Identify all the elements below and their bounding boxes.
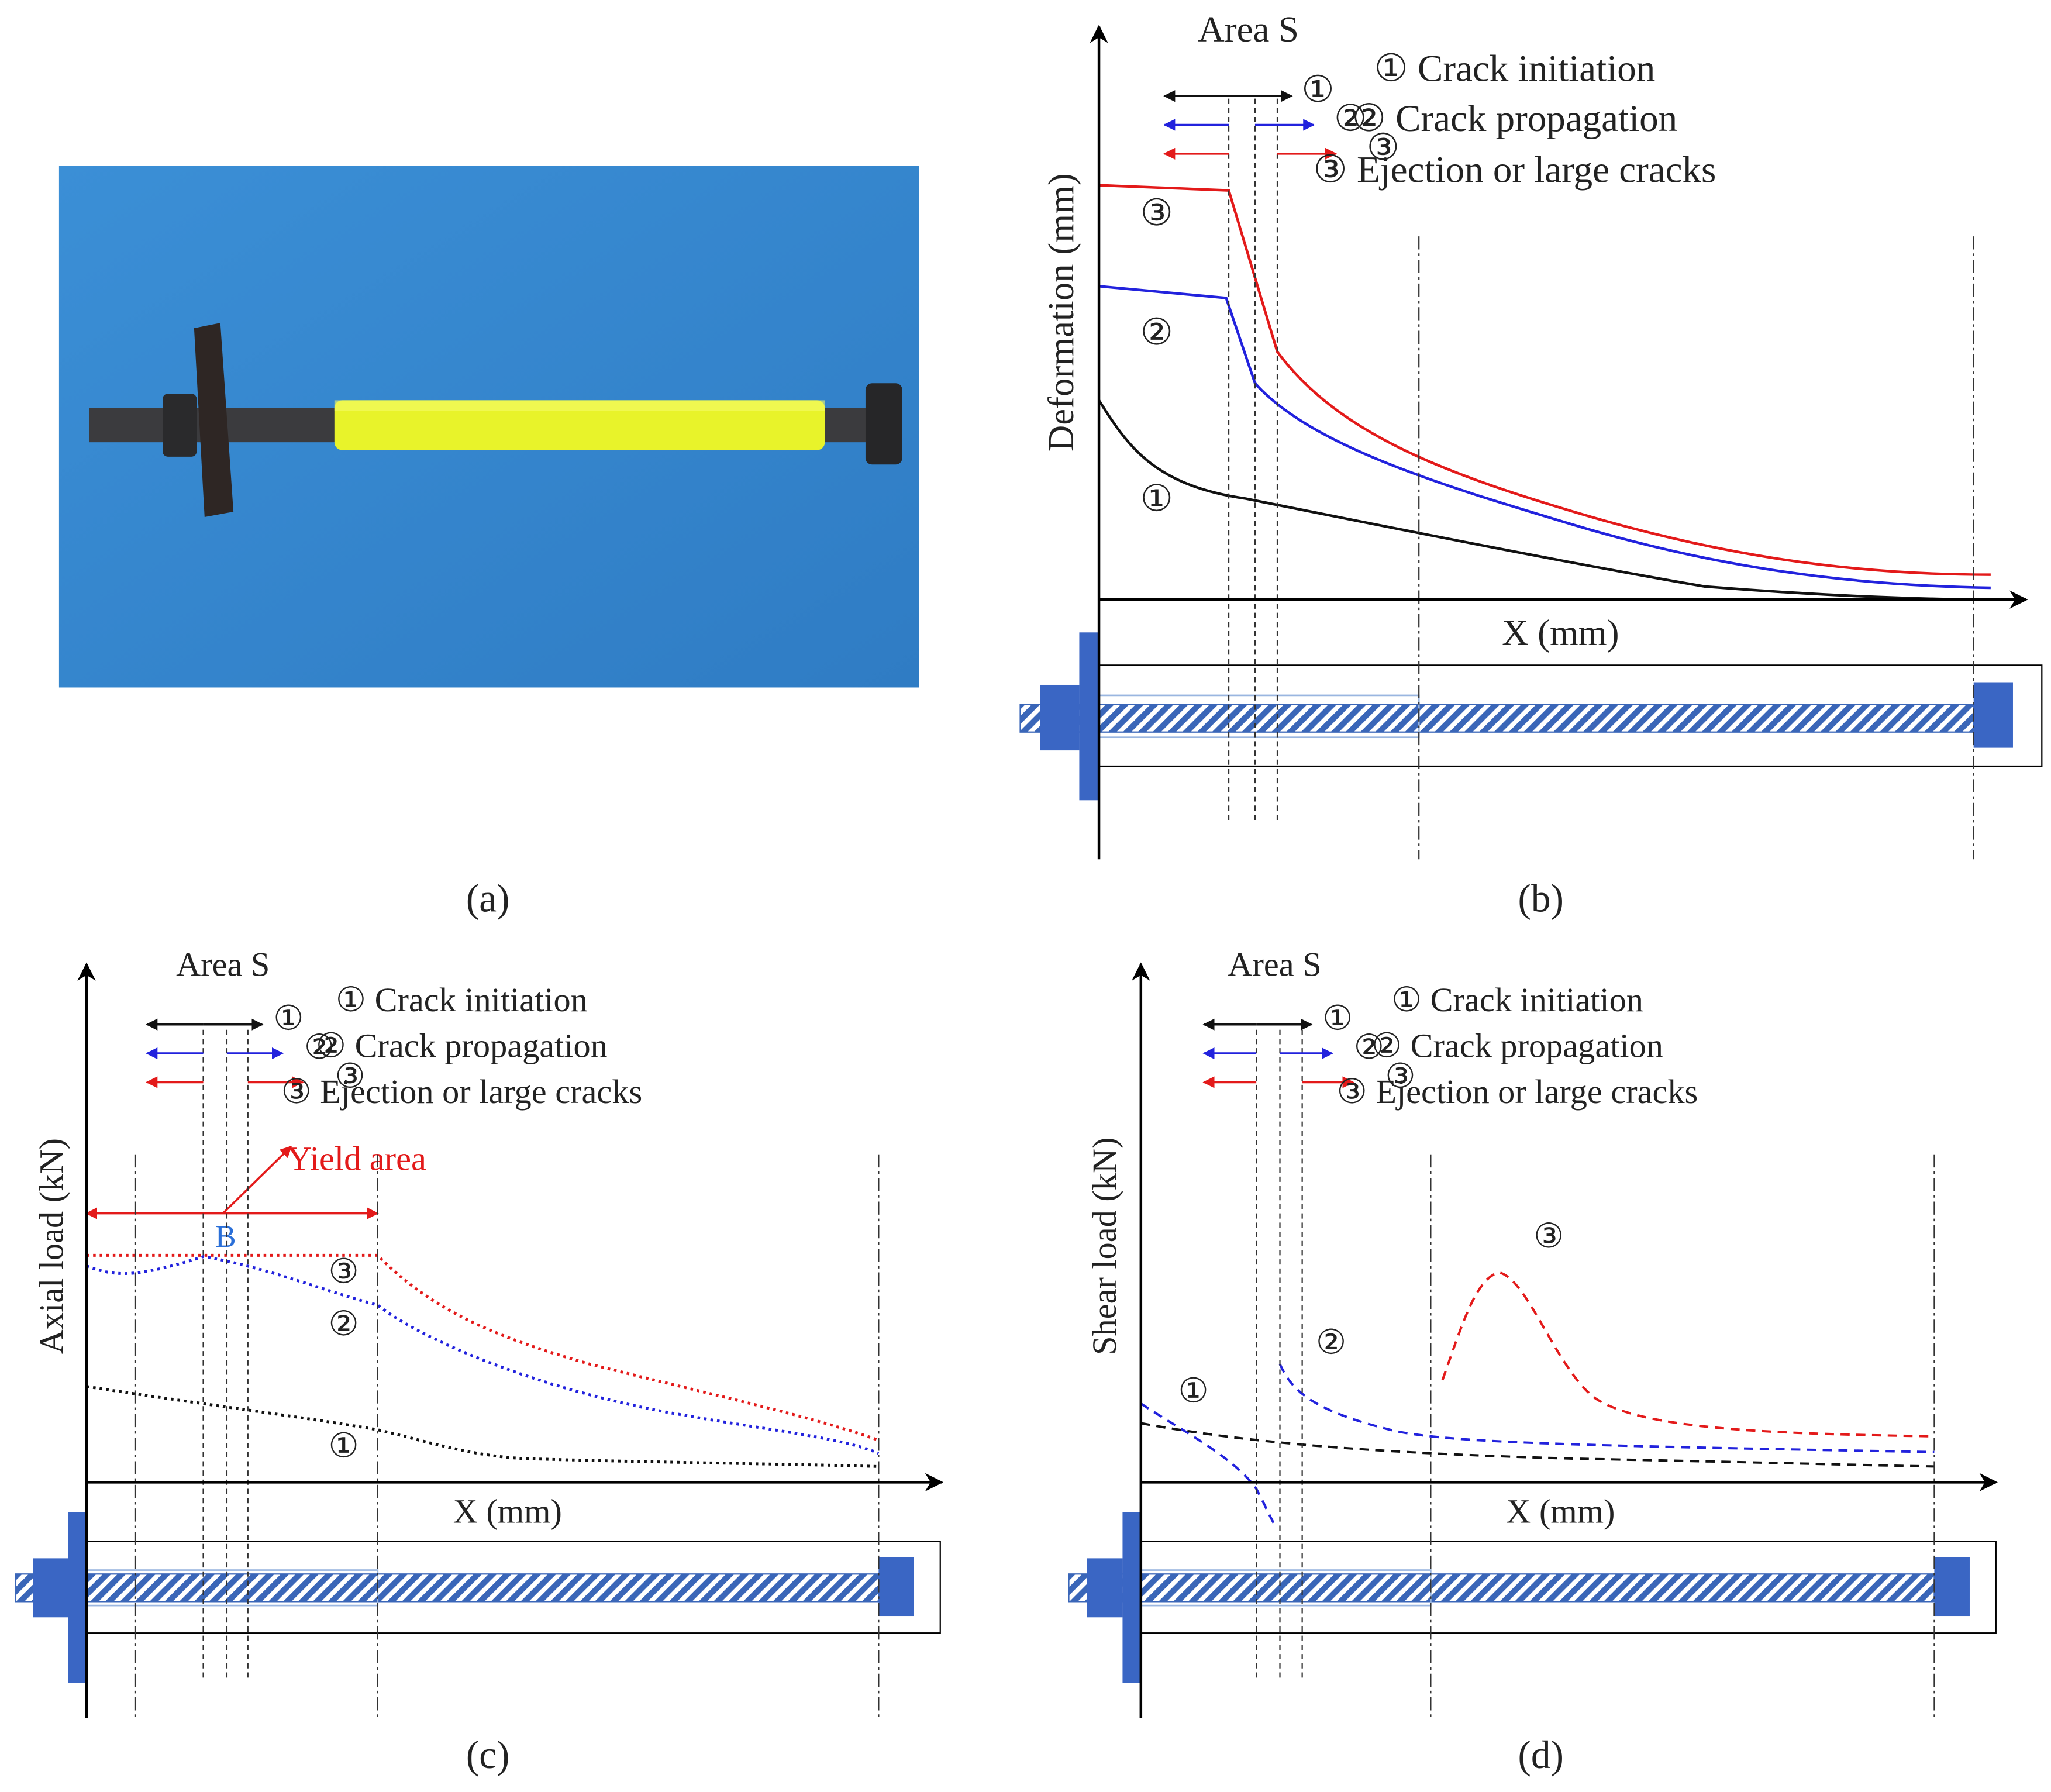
curve-label: ③: [328, 1252, 359, 1290]
caption: (d): [1518, 1733, 1564, 1777]
stage-marker: ①: [273, 1000, 304, 1038]
stage-marker: ②: [304, 1028, 335, 1066]
legend-entry: ② Crack propagation: [316, 1027, 608, 1065]
curve-label: ②: [1140, 312, 1173, 353]
plate: [68, 1512, 87, 1683]
nut: [33, 1558, 68, 1618]
stage-marker: ①: [1301, 69, 1334, 110]
area-label: Area S: [1228, 946, 1321, 984]
legend-entry: ③ Ejection or large cracks: [281, 1073, 642, 1111]
curves-c: [86, 1253, 880, 1468]
nut: [1087, 1558, 1123, 1618]
x-axis-label: X (mm): [1506, 1493, 1615, 1531]
curve-label: ①: [1178, 1371, 1208, 1410]
stage-marker: ③: [1385, 1057, 1415, 1095]
x-axis-label: X (mm): [453, 1493, 562, 1531]
legend-entry: ① Crack initiation: [336, 981, 588, 1019]
end-nut: [878, 1557, 914, 1617]
nut: [1040, 684, 1080, 751]
y-axis-label: Axial load (kN): [33, 1138, 71, 1354]
end-nut: [1934, 1557, 1970, 1617]
legend-entry: ① Crack initiation: [1374, 48, 1655, 90]
point-label: B: [215, 1219, 236, 1254]
caption: (b): [1518, 877, 1564, 921]
bolt-bar: [15, 1573, 880, 1603]
legend-entry: ② Crack propagation: [1371, 1027, 1663, 1065]
y-axis-label: Shear load (kN): [1085, 1138, 1123, 1355]
legend-entry: ② Crack propagation: [1352, 98, 1678, 140]
bolt-bar: [1068, 1573, 1935, 1603]
legend-entry: ③ Ejection or large cracks: [1337, 1073, 1698, 1111]
plate: [1122, 1512, 1141, 1683]
stage-marker: ②: [1334, 98, 1367, 139]
caption: (c): [466, 1733, 510, 1777]
curve-label: ②: [1316, 1323, 1346, 1361]
stage-marker: ③: [1367, 127, 1399, 168]
curve-label: ②: [328, 1305, 359, 1343]
curves-d: [1140, 1271, 1935, 1525]
yield-arrows: [85, 1145, 379, 1219]
end-nut: [1973, 682, 2013, 748]
yield-label: Yield area: [287, 1140, 426, 1178]
curve-label: ③: [1140, 192, 1173, 233]
area-label: Area S: [176, 946, 270, 984]
legend-entry: ③ Ejection or large cracks: [1313, 149, 1716, 191]
curve-label: ③: [1533, 1217, 1564, 1255]
stage-marker: ③: [335, 1057, 365, 1095]
area-label: Area S: [1198, 9, 1299, 50]
stage-marker: ②: [1354, 1028, 1384, 1066]
photo: [58, 166, 919, 688]
bolt-bar: [1019, 704, 1974, 733]
plate: [1079, 632, 1099, 801]
curves-b: [1098, 184, 1991, 601]
y-axis-label: Deformation (mm): [1040, 173, 1081, 452]
caption: (a): [466, 877, 510, 921]
curve-label: ①: [1140, 478, 1173, 519]
stage-marker: ①: [1322, 1000, 1353, 1038]
legend-entry: ① Crack initiation: [1391, 981, 1643, 1019]
x-axis-label: X (mm): [1502, 612, 1619, 653]
curve-label: ①: [328, 1427, 359, 1465]
